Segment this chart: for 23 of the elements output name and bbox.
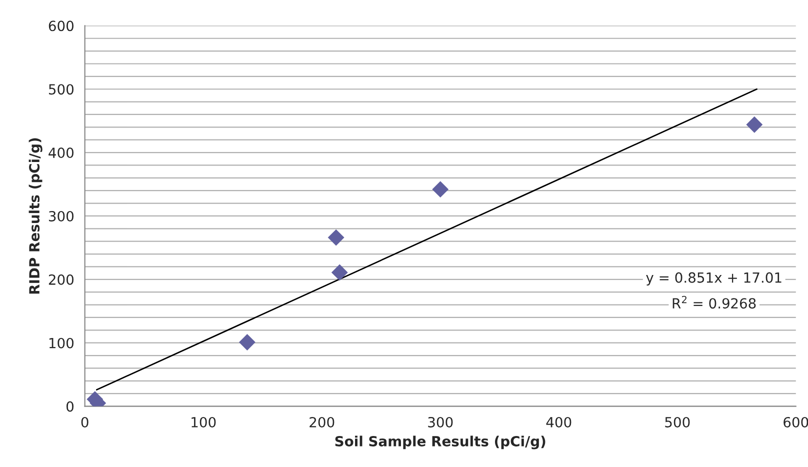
x-tick-label: 100 <box>192 416 216 428</box>
point <box>432 181 449 198</box>
y-tick-label: 400 <box>48 148 74 158</box>
annotation: R$^{2}$ = 0.9268 <box>672 296 756 309</box>
x-tick-label: 300 <box>428 416 453 428</box>
x-tick-label: 400 <box>546 416 572 428</box>
y-axis-title: RIDP Results (pCi/g) <box>28 138 42 294</box>
y-tick-label: 0 <box>66 401 74 412</box>
x-axis-title: Soil Sample Results (pCi/g) <box>335 436 546 450</box>
point <box>331 264 348 281</box>
x-tick-label: 500 <box>665 416 690 428</box>
y-tick-label: 200 <box>48 274 74 285</box>
x-tick-label: 200 <box>310 416 334 428</box>
y-tick-label: 500 <box>48 84 74 95</box>
point <box>238 334 256 350</box>
point <box>746 116 763 133</box>
x-tick-label: 0 <box>81 416 88 428</box>
y-tick-label: 100 <box>49 338 74 348</box>
y-tick-label: 300 <box>48 210 74 222</box>
y-tick-label: 600 <box>48 20 74 32</box>
point <box>328 229 344 246</box>
x-tick-label: 600 <box>784 416 808 428</box>
annotation: y = 0.851x + 17.01 <box>646 272 782 286</box>
